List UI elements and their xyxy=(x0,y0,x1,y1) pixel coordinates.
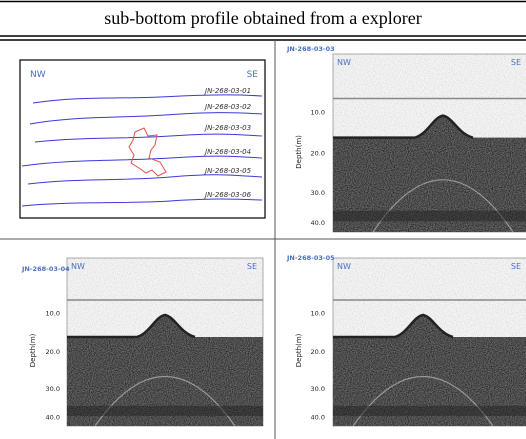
track-line xyxy=(27,174,263,185)
bottom-band xyxy=(333,405,526,416)
nw-label: NW xyxy=(337,58,351,67)
se-label: SE xyxy=(247,262,257,271)
line-id: JN-268-03-03 xyxy=(286,45,335,53)
depth-tick: 20.0 xyxy=(311,348,325,356)
depth-tick: 40.0 xyxy=(311,219,325,227)
track-line xyxy=(29,112,263,125)
track-line xyxy=(21,155,263,167)
title: sub-bottom profile obtained from a explo… xyxy=(104,8,421,28)
depth-tick: 10.0 xyxy=(46,309,60,317)
seabed-line xyxy=(67,313,196,339)
map-frame xyxy=(19,59,266,219)
target-outline xyxy=(128,127,167,177)
bottom-band xyxy=(67,405,263,416)
track-label: JN-268-03-04 xyxy=(203,148,251,156)
track-line xyxy=(32,94,263,104)
track-label: JN-268-03-01 xyxy=(203,87,251,95)
line-id: JN-268-03-05 xyxy=(286,254,335,262)
depth-tick: 30.0 xyxy=(311,385,325,393)
hyperbola xyxy=(372,179,514,233)
map-nw: NW xyxy=(30,70,46,80)
depth-axis-label: Depth(m) xyxy=(295,135,303,169)
depth-tick: 30.0 xyxy=(46,385,60,393)
map-se: SE xyxy=(247,70,259,80)
profile-panel: JN-268-03-04 NW SE 10.0 20.0 30.0 40.0 Depth(m) xyxy=(21,257,264,427)
track-label: JN-268-03-06 xyxy=(203,191,252,199)
se-label: SE xyxy=(511,58,521,67)
track-line xyxy=(21,198,263,207)
bottom-band xyxy=(333,210,526,222)
nw-label: NW xyxy=(337,262,351,271)
seabed-line xyxy=(333,313,454,339)
track-line xyxy=(34,133,263,143)
seabed-line xyxy=(333,114,474,139)
track-label: JN-268-03-02 xyxy=(203,103,252,111)
hyperbola xyxy=(94,376,236,427)
depth-tick: 40.0 xyxy=(311,414,325,422)
line-id: JN-268-03-04 xyxy=(21,265,70,273)
depth-tick: 10.0 xyxy=(311,109,325,117)
track-label: JN-268-03-03 xyxy=(203,124,251,132)
se-label: SE xyxy=(511,262,521,271)
depth-tick: 30.0 xyxy=(311,189,325,197)
depth-tick: 20.0 xyxy=(311,150,325,158)
depth-tick: 20.0 xyxy=(46,348,60,356)
water-noise xyxy=(333,54,526,138)
nw-label: NW xyxy=(71,262,85,271)
survey-map: NW SE JN-268-03-01 JN-268-03-02 JN-268-03-… xyxy=(19,59,266,219)
depth-axis-label: Depth(m) xyxy=(295,333,303,367)
depth-tick: 40.0 xyxy=(46,414,60,422)
hyperbola xyxy=(352,376,494,427)
depth-tick: 10.0 xyxy=(311,309,325,317)
depth-axis-label: Depth(m) xyxy=(29,333,37,367)
track-label: JN-268-03-05 xyxy=(203,167,252,175)
